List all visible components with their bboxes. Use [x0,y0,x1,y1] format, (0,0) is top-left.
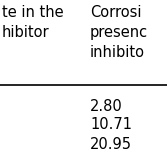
Text: inhibito: inhibito [90,45,145,60]
Text: presenc: presenc [90,25,148,40]
Text: 20.95: 20.95 [90,137,132,152]
Text: te in the: te in the [2,5,64,20]
Text: Corrosi: Corrosi [90,5,141,20]
Text: 2.80: 2.80 [90,99,123,114]
Text: hibitor: hibitor [2,25,50,40]
Text: 10.71: 10.71 [90,117,132,132]
